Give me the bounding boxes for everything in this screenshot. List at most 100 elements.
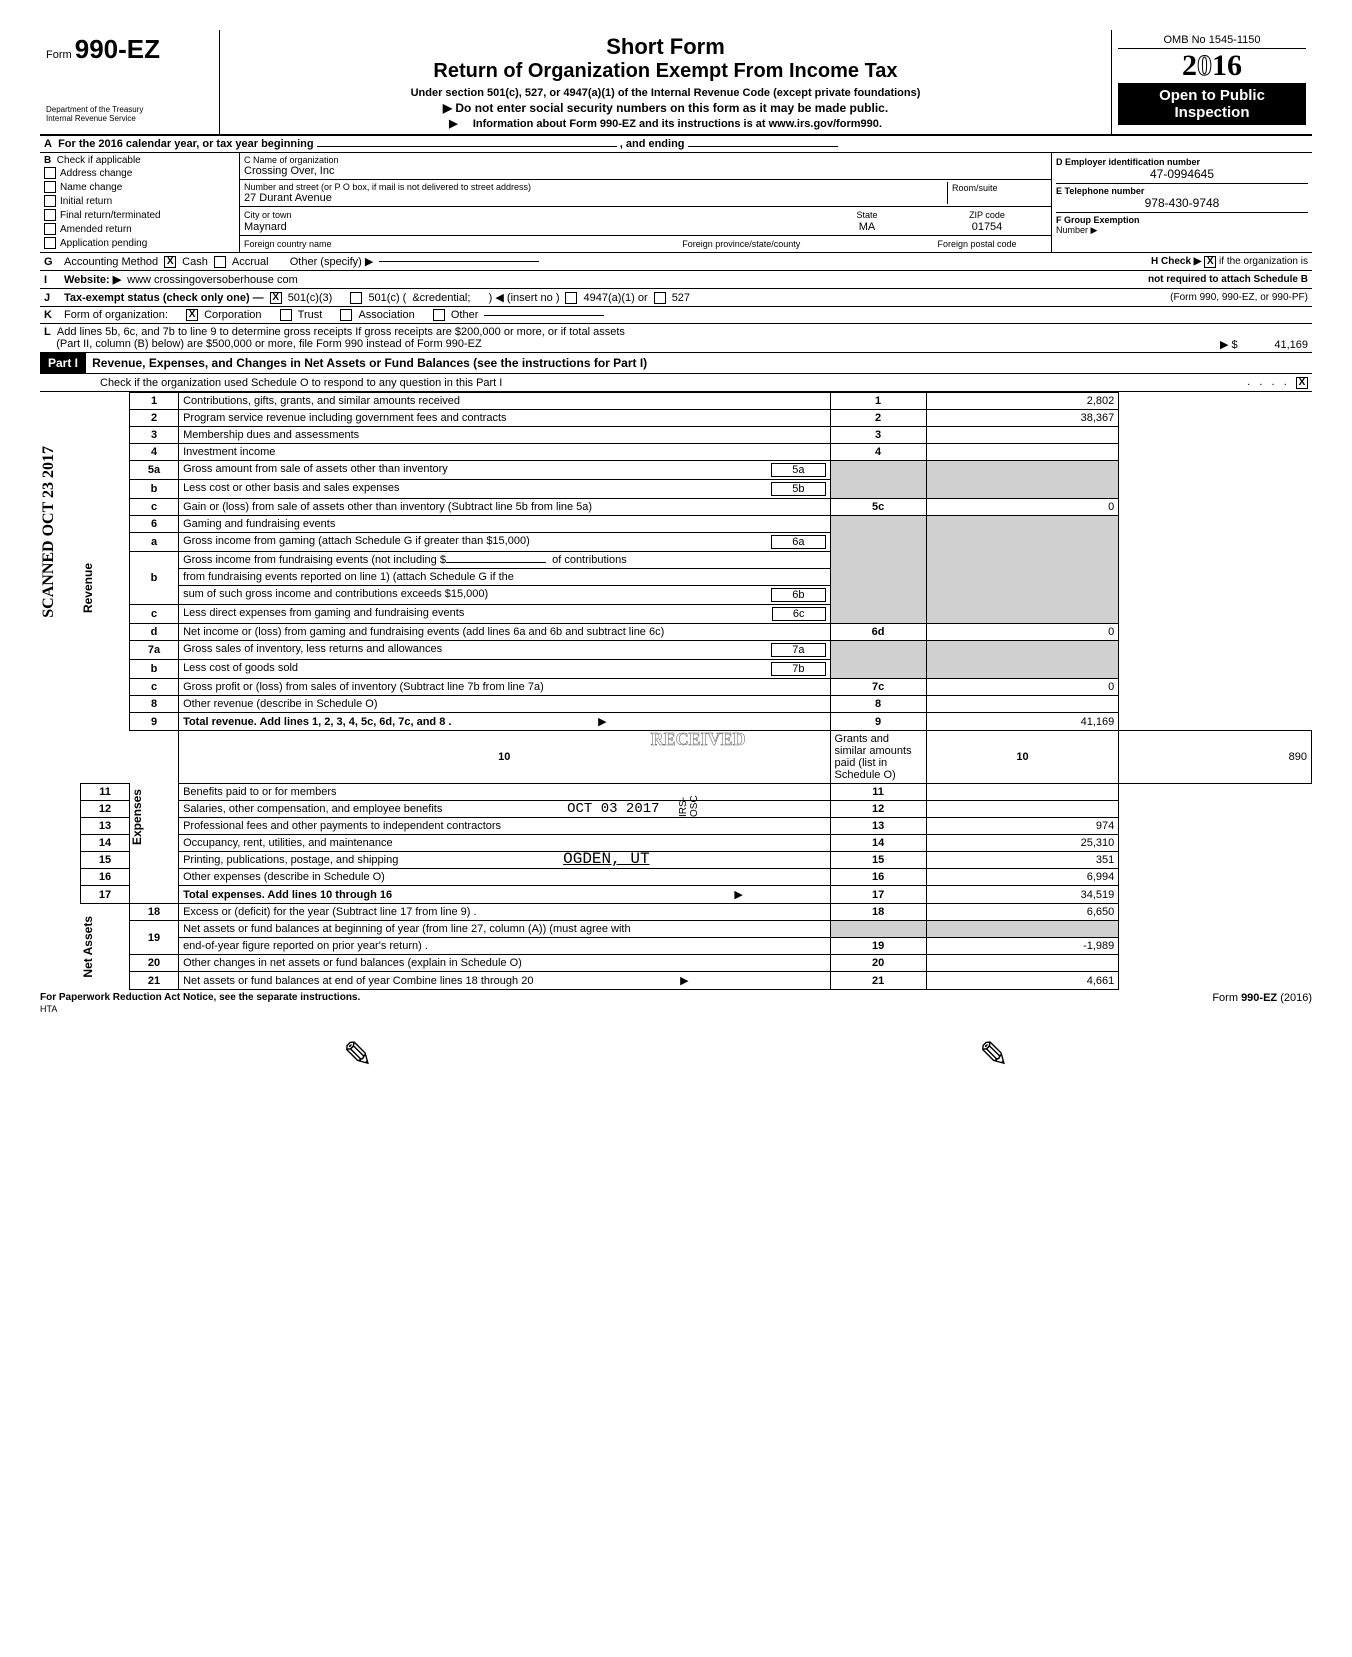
do-not-enter-ssn: ▶ Do not enter social security numbers o… xyxy=(230,101,1101,115)
section-bcd: B Check if applicable Address change Nam… xyxy=(40,153,1312,253)
cb-4947a1[interactable] xyxy=(565,292,577,304)
row-l: L Add lines 5b, 6c, and 7b to line 9 to … xyxy=(40,324,1312,353)
footer: For Paperwork Reduction Act Notice, see … xyxy=(40,990,1312,1004)
row-g: G Accounting Method Cash Accrual Other (… xyxy=(40,253,1312,271)
line-2: 2Program service revenue including gover… xyxy=(81,410,1312,427)
line-19-2: end-of-year figure reported on prior yea… xyxy=(81,938,1312,955)
tax-year: 2016 xyxy=(1118,49,1306,83)
line-19-1: 19Net assets or fund balances at beginni… xyxy=(81,921,1312,938)
dept-treasury: Department of the Treasury xyxy=(46,105,213,114)
irs-name: Internal Revenue Service xyxy=(46,114,213,123)
line-5b: bLess cost or other basis and sales expe… xyxy=(81,480,1312,499)
under-section: Under section 501(c), 527, or 4947(a)(1)… xyxy=(230,87,1101,99)
form-number: 990-EZ xyxy=(75,34,160,64)
cb-trust[interactable] xyxy=(280,309,292,321)
part1-lines-table: Revenue 1 Contributions, gifts, grants, … xyxy=(80,392,1312,990)
row-k: K Form of organization: Corporation Trus… xyxy=(40,307,1312,324)
line-6b-3: sum of such gross income and contributio… xyxy=(81,586,1312,605)
foreign-province-label: Foreign province/state/county xyxy=(682,239,800,249)
line-7b: bLess cost of goods sold7b xyxy=(81,660,1312,679)
form-prefix: Form xyxy=(46,49,72,61)
signature-area: ✎ ✎ xyxy=(40,1014,1312,1096)
cb-schedule-o-part1[interactable] xyxy=(1296,377,1308,389)
form-of-org-label: Form of organization: xyxy=(64,309,168,321)
org-name-label: C Name of organization xyxy=(244,155,1047,165)
accounting-method-label: Accounting Method xyxy=(64,256,158,268)
form-number-line: Form 990-EZ xyxy=(46,34,213,65)
street-label: Number and street (or P O box, if mail i… xyxy=(244,182,947,192)
line-13: 13Professional fees and other payments t… xyxy=(81,818,1312,835)
form-990ez-page: Form 990-EZ Department of the Treasury I… xyxy=(40,30,1312,1096)
cb-application-pending[interactable]: Application pending xyxy=(44,236,235,250)
line-4: 4Investment income4 xyxy=(81,444,1312,461)
header-right: OMB No 1545-1150 2016 Open to Public Ins… xyxy=(1112,30,1312,134)
cb-name-change[interactable]: Name change xyxy=(44,180,235,194)
line-6b-2: from fundraising events reported on line… xyxy=(81,569,1312,586)
foreign-country-label: Foreign country name xyxy=(244,239,332,249)
line-5c: cGain or (loss) from sale of assets othe… xyxy=(81,499,1312,516)
line-10: Expenses 10 Grants and similar amounts p… xyxy=(81,731,1312,784)
stamp-ogden: OGDEN, UT xyxy=(563,850,649,868)
main-table: SCANNED OCT 23 2017 Revenue 1 Contributi… xyxy=(40,392,1312,990)
line-17: 17Total expenses. Add lines 10 through 1… xyxy=(81,886,1312,904)
cb-501c-other[interactable] xyxy=(350,292,362,304)
line-20: 20Other changes in net assets or fund ba… xyxy=(81,955,1312,972)
gross-receipts-amount: 41,169 xyxy=(1274,339,1308,351)
line-8: 8Other revenue (describe in Schedule O)8 xyxy=(81,696,1312,713)
phone-label: E Telephone number xyxy=(1056,186,1308,196)
line-3: 3Membership dues and assessments3 xyxy=(81,427,1312,444)
foreign-postal-label: Foreign postal code xyxy=(937,239,1016,249)
org-name-value: Crossing Over, Inc xyxy=(244,165,1047,177)
website-value: www crossingoversoberhouse com xyxy=(127,274,298,286)
line-7a: 7aGross sales of inventory, less returns… xyxy=(81,641,1312,660)
cb-final-return[interactable]: Final return/terminated xyxy=(44,208,235,222)
omb-number: OMB No 1545-1150 xyxy=(1118,34,1306,49)
section-c: C Name of organization Crossing Over, In… xyxy=(240,153,1052,252)
line-16: 16Other expenses (describe in Schedule O… xyxy=(81,869,1312,886)
line-6: 6Gaming and fundraising events xyxy=(81,516,1312,533)
signature-2: ✎ xyxy=(979,1034,1009,1076)
section-def: D Employer identification number 47-0994… xyxy=(1052,153,1312,252)
stamp-date: OCT 03 2017 xyxy=(567,801,659,817)
part1-check-line: Check if the organization used Schedule … xyxy=(40,374,1312,392)
cb-h-check[interactable] xyxy=(1204,256,1216,268)
return-title: Return of Organization Exempt From Incom… xyxy=(230,60,1101,83)
section-b: B Check if applicable Address change Nam… xyxy=(40,153,240,252)
line-12: 12 Salaries, other compensation, and emp… xyxy=(81,801,1312,818)
room-label: Room/suite xyxy=(952,183,998,193)
hta-label: HTA xyxy=(40,1004,1312,1014)
signature-1: ✎ xyxy=(343,1034,373,1076)
line-18: Net Assets 18Excess or (deficit) for the… xyxy=(81,904,1312,921)
line-5a: 5aGross amount from sale of assets other… xyxy=(81,461,1312,480)
cb-corporation[interactable] xyxy=(186,309,198,321)
expenses-label: Expenses xyxy=(130,789,144,845)
line-1: Revenue 1 Contributions, gifts, grants, … xyxy=(81,393,1312,410)
cb-amended-return[interactable]: Amended return xyxy=(44,222,235,236)
line-21: 21Net assets or fund balances at end of … xyxy=(81,972,1312,990)
row-i: I Website: ▶ www crossingoversoberhouse … xyxy=(40,271,1312,289)
header-center: Short Form Return of Organization Exempt… xyxy=(220,30,1112,134)
cb-other-org[interactable] xyxy=(433,309,445,321)
line-6d: dNet income or (loss) from gaming and fu… xyxy=(81,624,1312,641)
group-number-label: Number ▶ xyxy=(1056,225,1308,236)
open-to-public: Open to Public Inspection xyxy=(1118,83,1306,125)
state-value: MA xyxy=(859,221,876,233)
ein-label: D Employer identification number xyxy=(1056,157,1308,167)
website-label: Website: ▶ xyxy=(64,273,121,286)
paperwork-notice: For Paperwork Reduction Act Notice, see … xyxy=(40,992,360,1004)
cb-cash[interactable] xyxy=(164,256,176,268)
cb-accrual[interactable] xyxy=(214,256,226,268)
cb-association[interactable] xyxy=(340,309,352,321)
line-6a: aGross income from gaming (attach Schedu… xyxy=(81,533,1312,552)
line-7c: cGross profit or (loss) from sales of in… xyxy=(81,679,1312,696)
part1-header: Part I Revenue, Expenses, and Changes in… xyxy=(40,353,1312,374)
city-value: Maynard xyxy=(244,221,287,233)
cb-initial-return[interactable]: Initial return xyxy=(44,194,235,208)
stamp-irs-osc: IRS-OSC xyxy=(678,791,700,817)
cb-address-change[interactable]: Address change xyxy=(44,166,235,180)
form-header: Form 990-EZ Department of the Treasury I… xyxy=(40,30,1312,136)
zip-value: 01754 xyxy=(972,221,1003,233)
cb-501c3[interactable] xyxy=(270,292,282,304)
section-a: A For the 2016 calendar year, or tax yea… xyxy=(40,136,1312,153)
cb-527[interactable] xyxy=(654,292,666,304)
